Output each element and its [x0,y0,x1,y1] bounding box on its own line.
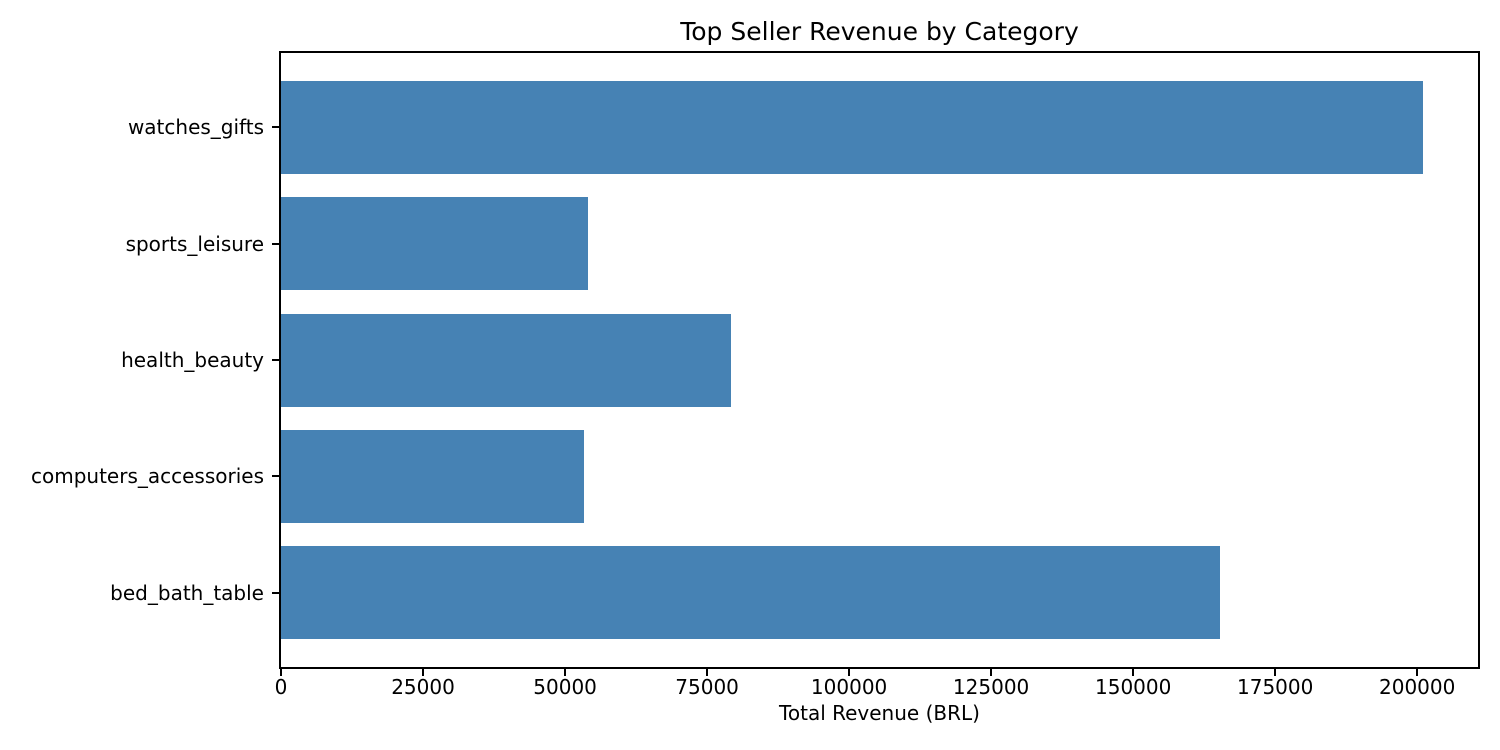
x-tick-mark [1274,669,1277,676]
x-tick-label-0: 0 [274,675,288,699]
y-tick-mark [272,475,279,478]
x-tick-mark [848,669,851,676]
y-tick-mark [272,591,279,594]
bar-sports_leisure [281,197,589,291]
x-tick-mark [706,669,709,676]
chart-title: Top Seller Revenue by Category [680,17,1079,46]
bar-watches_gifts [281,80,1423,174]
plot-area-inner [281,53,1478,667]
y-tick-label-bed_bath_table: bed_bath_table [110,580,264,605]
x-tick-mark [990,669,993,676]
x-tick-label-200000: 200000 [1379,675,1456,699]
y-tick-mark [272,359,279,361]
y-tick-mark [272,242,279,245]
y-tick-label-sports_leisure: sports_leisure [125,231,264,256]
x-tick-label-50000: 50000 [533,675,597,699]
x-axis-label: Total Revenue (BRL) [779,701,980,725]
x-tick-mark [280,669,282,676]
x-tick-label-75000: 75000 [675,675,739,699]
x-tick-label-100000: 100000 [810,675,888,699]
x-tick-mark [422,669,424,676]
bar-bed_bath_table [281,546,1220,640]
plot-area [279,51,1480,669]
y-tick-label-health_beauty: health_beauty [121,348,264,372]
y-tick-label-watches_gifts: watches_gifts [127,115,264,140]
x-tick-mark [564,669,567,676]
y-tick-label-computers_accessories: computers_accessories [30,464,264,489]
y-tick-mark [272,126,279,129]
bar-health_beauty [281,313,731,407]
bar-computers_accessories [281,429,585,523]
x-tick-label-125000: 125000 [952,675,1030,699]
x-tick-label-150000: 150000 [1095,675,1172,699]
x-tick-mark [1132,669,1135,676]
x-tick-label-175000: 175000 [1237,675,1314,699]
x-tick-label-25000: 25000 [391,675,455,699]
x-tick-mark [1416,669,1419,676]
